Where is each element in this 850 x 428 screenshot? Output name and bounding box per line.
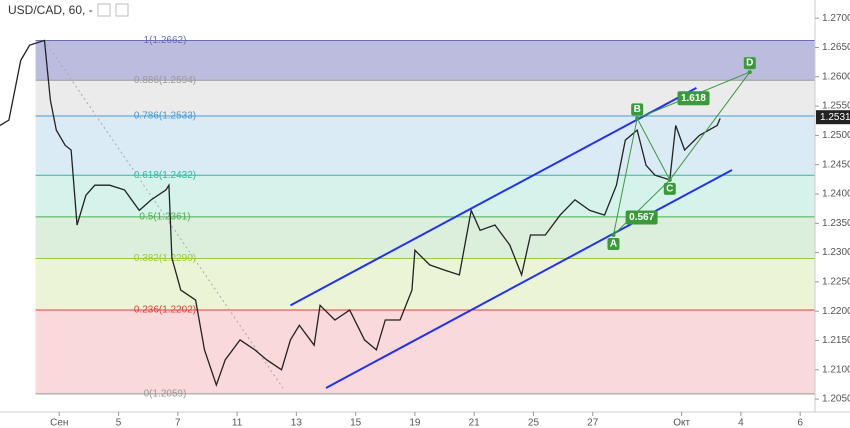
pattern-point [667,177,672,182]
x-tick-label: Сен [50,418,68,428]
pattern-point [635,116,640,121]
x-tick-label: 7 [175,418,181,428]
y-tick-label: 1.2450 [822,159,850,170]
fib-band [35,216,815,259]
price-line [0,39,721,388]
ratio-label: 0.567 [629,212,654,223]
pattern-label: B [634,104,641,115]
x-tick-label: 11 [232,418,243,428]
y-tick-label: 1.2250 [822,277,850,288]
x-tick-label: 6 [797,418,803,428]
y-tick-label: 1.2550 [822,101,850,112]
pattern-label: D [746,58,753,69]
channel-line [325,169,733,389]
fib-label: 0.618(1.2432) [134,170,196,181]
pattern-badge [663,182,676,195]
pattern-leg [613,179,671,236]
x-tick-label: 21 [469,418,481,428]
fib-label: 1(1.2662) [144,35,187,46]
fib-label: 0.786(1.2533) [134,111,196,122]
last-price-label: 1.2531 [820,112,850,123]
ratio-badge [677,91,710,106]
pattern-point [747,70,752,75]
x-tick-label: Окт [673,418,690,428]
y-tick-label: 1.2300 [822,247,850,258]
x-tick-label: 13 [291,418,303,428]
trendline [44,40,285,391]
y-tick-label: 1.2200 [822,306,850,317]
ratio-label: 1.618 [681,93,706,104]
pattern-badge [743,57,756,70]
channel-line [289,87,697,307]
fib-band [35,310,815,394]
x-tick-label: 15 [350,418,362,428]
y-tick-label: 1.2700 [822,13,850,24]
pattern-point [611,233,616,238]
fib-band [35,116,815,176]
fib-label: 0(1.2059) [144,388,187,399]
header-button[interactable] [97,3,111,17]
pattern-label: A [610,239,617,250]
last-price-tag [816,110,850,125]
y-tick-label: 1.2400 [822,189,850,200]
pattern-leg [636,118,671,181]
x-tick-label: 4 [738,418,744,428]
fib-label: 0.886(1.2594) [134,75,196,86]
fib-band [35,258,815,311]
y-tick-label: 1.2600 [822,71,850,82]
y-tick-label: 1.2050 [822,394,850,405]
y-tick-label: 1.2350 [822,218,850,229]
header-button[interactable] [115,3,129,17]
pattern-badge [607,238,620,251]
fib-label: 0.382(1.2290) [134,253,196,264]
y-tick-label: 1.2100 [822,364,850,375]
pattern-leg [669,71,751,181]
x-tick-label: 19 [409,418,421,428]
fib-label: 0.5(1.2361) [139,211,190,222]
x-tick-label: 5 [116,418,122,428]
pattern-leg [612,118,638,236]
pattern-badge [631,103,644,116]
y-tick-label: 1.2150 [822,335,850,346]
fib-label: 0.236(1.2202) [134,305,196,316]
x-tick-label: 25 [528,418,540,428]
plot-area: 1(1.2662) 0.886(1.2594) 0.786(1.2533) 0.618… [0,35,815,399]
pattern-label: C [666,184,673,195]
x-tick-label: 27 [587,418,599,428]
chart-title: USD/CAD, 60, - [8,3,93,17]
fib-band [35,40,815,81]
ratio-badge [625,210,658,225]
y-tick-label: 1.2650 [822,42,850,53]
y-tick-label: 1.2500 [822,130,850,141]
